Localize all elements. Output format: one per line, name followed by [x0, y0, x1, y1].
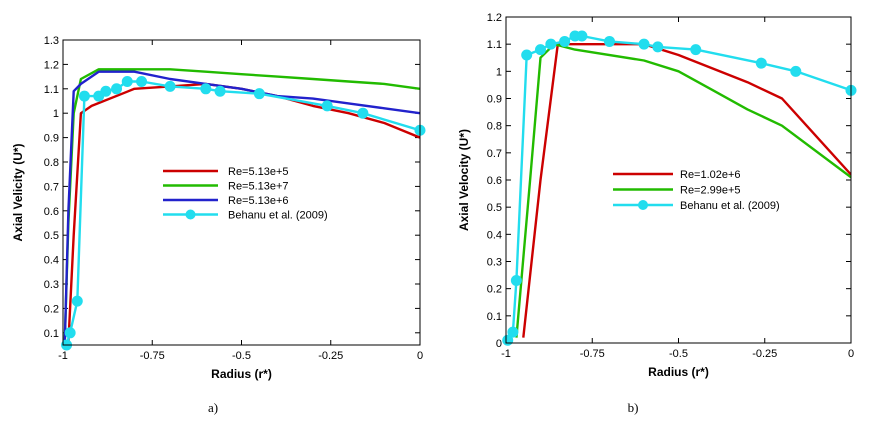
series-marker	[214, 85, 226, 97]
series-marker	[652, 41, 664, 53]
series-marker	[604, 35, 615, 47]
series-marker	[790, 65, 802, 77]
y-axis-label: Axial Velocity (U*)	[457, 129, 471, 231]
figure-caption: a)	[208, 400, 218, 415]
x-tick-label: -0.25	[318, 350, 343, 362]
x-tick-label: -0.5	[232, 350, 251, 362]
series-marker	[357, 107, 369, 119]
y-tick-label: 0.5	[487, 202, 502, 214]
x-axis-label: Radius (r*)	[648, 365, 709, 379]
x-tick-label: 0	[848, 348, 854, 360]
y-tick-label: 1.1	[44, 84, 59, 96]
y-tick-label: 0.8	[44, 157, 59, 169]
y-tick-label: 0.9	[44, 133, 59, 145]
y-tick-label: 0.2	[44, 303, 59, 315]
legend-label: Re=1.02e+6	[680, 169, 741, 181]
x-tick-label: -0.25	[752, 348, 777, 360]
y-tick-label: 0.7	[44, 181, 59, 193]
x-tick-label: 0	[417, 350, 423, 362]
y-tick-label: 1.2	[487, 12, 502, 24]
series-marker	[321, 100, 333, 112]
series-marker	[690, 44, 702, 56]
x-axis-label: Radius (r*)	[211, 367, 272, 381]
y-tick-label: 1.2	[44, 59, 59, 71]
series-marker	[535, 44, 546, 56]
legend-label: Behanu et al. (2009)	[228, 210, 328, 222]
y-tick-label: 0.6	[44, 206, 59, 218]
series-marker	[136, 75, 148, 87]
series-marker	[559, 35, 571, 47]
y-tick-label: 0.5	[44, 230, 59, 242]
series-marker	[64, 327, 76, 339]
y-tick-label: 0.4	[44, 255, 59, 267]
legend-label: Re=5.13e+5	[228, 166, 289, 178]
y-tick-label: 1	[496, 66, 502, 78]
y-tick-label: 0.6	[487, 175, 502, 187]
series-marker	[253, 88, 265, 100]
legend-marker	[638, 200, 648, 210]
series-line	[65, 80, 420, 345]
legend-label: Behanu et al. (2009)	[680, 200, 780, 212]
series-marker	[545, 38, 557, 50]
y-tick-label: 1	[53, 108, 59, 120]
series-line	[63, 70, 420, 343]
y-tick-label: 0	[496, 338, 502, 350]
legend-label: Re=2.99e+5	[680, 185, 741, 197]
legend-marker	[185, 209, 196, 220]
y-tick-label: 0.1	[487, 311, 502, 323]
y-tick-label: 0.7	[487, 148, 502, 160]
axes-frame	[62, 39, 421, 346]
x-tick-label: -0.75	[140, 350, 165, 362]
y-tick-label: 0.3	[44, 279, 59, 291]
y-tick-label: 0.2	[487, 284, 502, 296]
series-marker	[100, 85, 112, 97]
legend-label: Re=5.13e+7	[228, 181, 289, 193]
series-marker	[111, 83, 123, 95]
y-tick-label: 1.1	[487, 39, 502, 51]
x-tick-label: -1	[58, 350, 68, 362]
figure-caption: b)	[628, 400, 639, 415]
series-marker	[121, 75, 133, 87]
series-marker	[71, 295, 83, 307]
y-tick-label: 1.3	[44, 35, 59, 47]
chart-a: 0.1 0.2 0.3 0.4 0.5 0.6 0.7 0.8 0.9 1 1.1 1.2 1.3 -1 -…	[11, 35, 426, 415]
series-marker	[638, 38, 650, 50]
series-line	[63, 68, 420, 341]
y-tick-label: 0.4	[487, 229, 502, 241]
y-tick-label: 0.1	[44, 328, 59, 340]
series-marker	[576, 30, 588, 42]
x-tick-label: -0.5	[669, 348, 688, 360]
y-tick-label: 0.9	[487, 94, 502, 106]
series-marker	[78, 90, 90, 102]
y-tick-label: 0.8	[487, 121, 502, 133]
axes-frame	[505, 16, 852, 344]
y-tick-label: 0.3	[487, 257, 502, 269]
series-marker	[755, 57, 767, 69]
series-marker	[510, 275, 522, 287]
legend-label: Re=5.13e+6	[228, 195, 289, 207]
x-tick-label: -0.75	[580, 348, 605, 360]
chart-b: 0 0.1 0.2 0.3 0.4 0.5 0.6 0.7 0.8 0.9 1 1.1 1.2 -1 -0.…	[457, 12, 857, 415]
series-line	[515, 43, 851, 338]
y-axis-label: Axial Velicity (U*)	[11, 143, 25, 241]
series-marker	[521, 49, 533, 61]
x-tick-label: -1	[501, 348, 511, 360]
series-marker	[164, 80, 176, 92]
series-marker	[200, 83, 212, 95]
series-marker	[507, 326, 519, 338]
